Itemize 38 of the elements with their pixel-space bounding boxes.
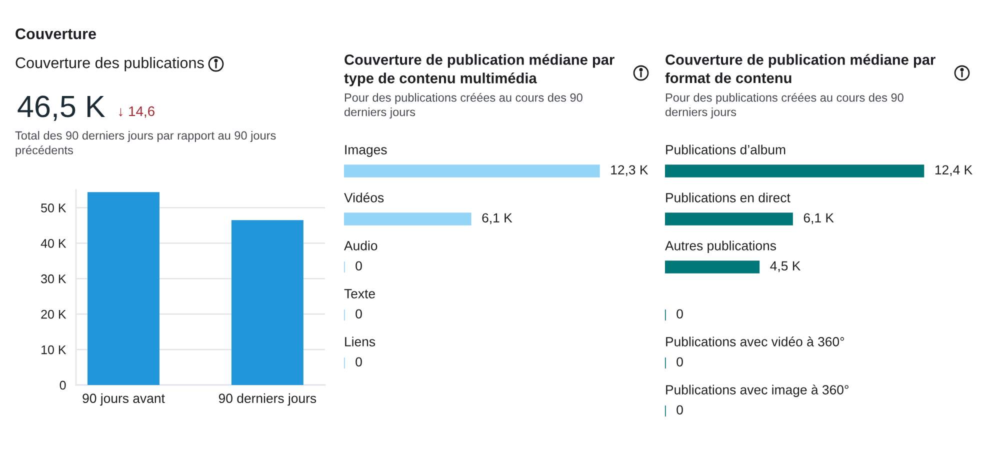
y-tick-label: Autres publications <box>665 240 776 253</box>
y-tick-label: 40 K <box>40 238 66 248</box>
y-tick-label: 20 K <box>41 310 66 319</box>
data-label: 12,3 K <box>611 165 648 176</box>
y-tick-label: 10 K <box>42 345 66 354</box>
chart-title: Couverture des publications <box>16 57 204 72</box>
y-tick-label: Publications d’album <box>666 144 786 154</box>
y-tick-label: 50 K <box>41 204 66 212</box>
data-label: 0 <box>676 405 683 415</box>
y-tick-label: Images <box>345 145 387 157</box>
bar <box>665 260 760 274</box>
data-label: 4,5 K <box>770 261 801 272</box>
chart-subtitle: Pour des publications créées au cours des 90 derniers jours <box>665 92 904 119</box>
y-tick-label: Liens <box>345 336 376 346</box>
chart-subtitle: Total des 90 derniers jours par rapport au 90 jours précédents <box>15 131 276 157</box>
data-label: 12,4 K <box>935 165 972 176</box>
y-tick-label: Publications en direct <box>666 192 790 202</box>
y-tick-label: 30 K <box>41 274 66 284</box>
text: ↓ 14,6 <box>119 106 154 118</box>
data-label: 0 <box>676 309 683 319</box>
text: Couverture <box>16 28 96 40</box>
chart-title: Couverture de publication médiane par type de contenu multimédia <box>344 54 614 86</box>
y-tick-label: Texte <box>344 289 375 298</box>
y-tick-label: Audio <box>344 240 378 250</box>
data-label: 0 <box>676 357 683 367</box>
y-tick-label: Vidéos <box>344 192 384 202</box>
bar <box>665 164 924 178</box>
x-tick-label: 90 jours avant <box>82 393 165 406</box>
y-tick-label: 0 <box>60 380 66 390</box>
x-tick-label: 90 derniers jours <box>218 393 316 406</box>
text: 46,5 K <box>18 96 105 121</box>
chart-subtitle: Pour des publications créées au cours des 90 derniers jours <box>344 92 582 119</box>
bar <box>665 212 793 226</box>
y-tick-label: Publications avec image à 360° <box>666 384 848 398</box>
data-label: 6,1 K <box>804 213 834 224</box>
data-label: 6,1 K <box>482 213 512 224</box>
chart-title: Couverture de publication médiane par format de contenu <box>665 54 936 84</box>
y-tick-label: Publications avec vidéo à 360° <box>666 336 844 346</box>
